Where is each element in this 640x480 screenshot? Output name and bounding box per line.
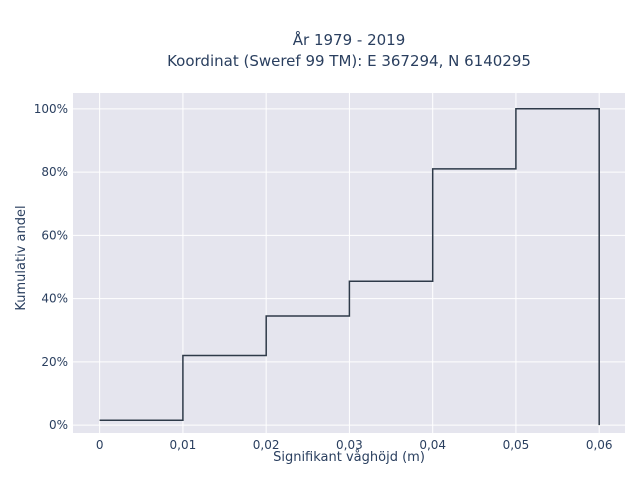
chart-title-line2: Koordinat (Sweref 99 TM): E 367294, N 61…	[167, 52, 531, 70]
x-tick-labels: 0 0,01 0,02 0,03 0,04 0,05 0,06	[96, 438, 613, 452]
cumulative-step-line	[99, 108, 600, 426]
y-tick-label: 60%	[41, 228, 68, 242]
x-tick-label: 0	[96, 438, 104, 452]
x-tick-label: 0,06	[586, 438, 613, 452]
y-tick-labels: 0% 20% 40% 60% 80% 100%	[34, 102, 68, 432]
chart-title-line1: År 1979 - 2019	[293, 30, 406, 49]
x-tick-label: 0,04	[419, 438, 446, 452]
x-axis-title: Signifikant våghöjd (m)	[273, 450, 425, 465]
x-tick-label: 0,03	[336, 438, 363, 452]
x-tick-label: 0,02	[253, 438, 280, 452]
x-tick-label: 0,05	[503, 438, 530, 452]
y-tick-label: 40%	[41, 292, 68, 306]
y-tick-label: 20%	[41, 355, 68, 369]
y-tick-label: 80%	[41, 165, 68, 179]
y-tick-label: 100%	[34, 102, 68, 116]
y-axis-title: Kumulativ andel	[14, 205, 29, 310]
x-tick-label: 0,01	[170, 438, 197, 452]
y-tick-label: 0%	[49, 418, 68, 432]
